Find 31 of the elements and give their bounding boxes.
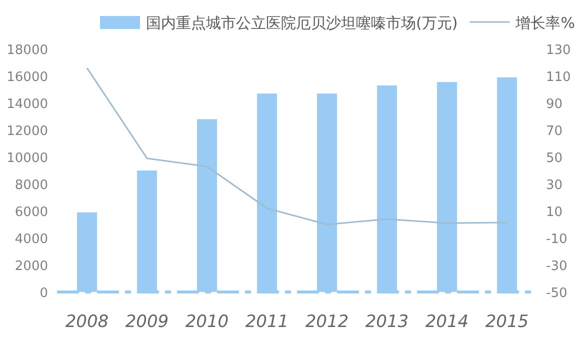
y-tick-label: 6000 bbox=[14, 205, 48, 220]
y-tick-label: 12000 bbox=[6, 124, 48, 139]
y-tick-label: 0 bbox=[40, 286, 48, 301]
x-tick-label: 2009 bbox=[125, 312, 169, 332]
x-tick-label: 2008 bbox=[65, 312, 109, 332]
x-tick-label: 2013 bbox=[365, 312, 409, 332]
line-series bbox=[86, 67, 508, 226]
x-tick-label: 2014 bbox=[425, 312, 469, 332]
y-tick-label: 2000 bbox=[14, 259, 48, 274]
y2-tick-label: -10 bbox=[546, 232, 568, 247]
y2-tick-label: 130 bbox=[546, 43, 571, 58]
x-tick-label: 2012 bbox=[305, 312, 349, 332]
y2-tick-label: 70 bbox=[546, 124, 563, 139]
x-tick-label: 2015 bbox=[485, 312, 529, 332]
y2-tick-label: -30 bbox=[546, 259, 568, 274]
y-tick-label: 4000 bbox=[14, 232, 48, 247]
y-tick-label: 8000 bbox=[14, 178, 48, 193]
x-tick-label: 2011 bbox=[245, 312, 289, 332]
y2-tick-label: 10 bbox=[546, 205, 563, 220]
x-tick-label: 2010 bbox=[185, 312, 229, 332]
y2-tick-label: 110 bbox=[546, 70, 571, 85]
y-tick-label: 10000 bbox=[6, 151, 48, 166]
y-tick-label: 18000 bbox=[6, 43, 48, 58]
legend-label: 增长率% bbox=[514, 14, 575, 32]
y2-tick-label: -50 bbox=[546, 286, 568, 301]
legend-label: 国内重点城市公立医院厄贝沙坦噻嗪市场(万元) bbox=[146, 14, 458, 32]
y-tick-label: 14000 bbox=[6, 97, 48, 112]
y2-tick-label: 30 bbox=[546, 178, 563, 193]
y2-tick-label: 90 bbox=[546, 97, 563, 112]
y2-tick-label: 50 bbox=[546, 151, 563, 166]
y-tick-label: 16000 bbox=[6, 70, 48, 85]
